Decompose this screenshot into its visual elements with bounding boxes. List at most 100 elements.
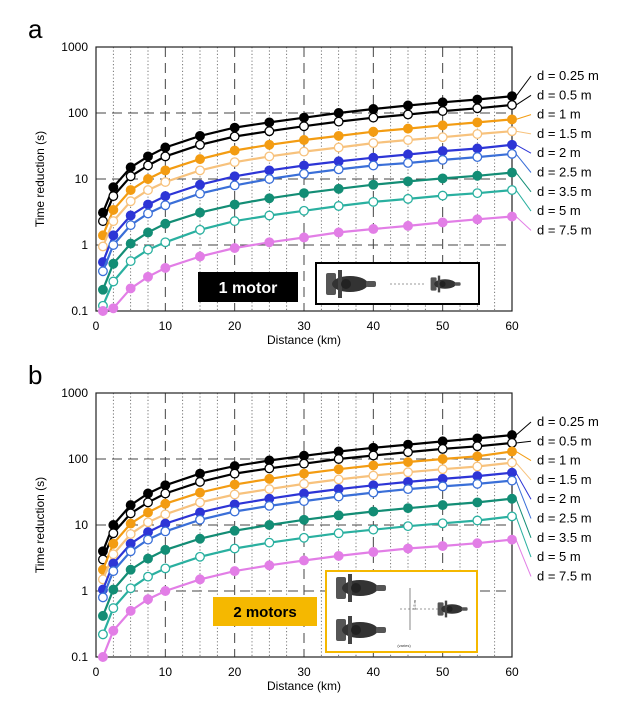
chart-panel-b: b 0.1 1 10 100 1000 0 10 20 30 40 50 60 Distance (km)… [28, 360, 599, 693]
data-point [507, 185, 517, 196]
data-point [143, 199, 153, 210]
data-point [108, 258, 119, 269]
data-point [229, 145, 240, 156]
motorcycle-wheel [326, 273, 336, 295]
data-point [143, 507, 153, 518]
data-point [403, 503, 413, 514]
data-point [437, 97, 448, 108]
motorcycle-icon [437, 600, 468, 618]
data-point [97, 610, 108, 621]
motorcycle-rear [454, 282, 461, 286]
x-tick-label: 10 [159, 665, 173, 679]
motorcycle-rider [351, 583, 361, 593]
x-axis-title: Distance (km) [267, 679, 341, 693]
data-point [160, 563, 171, 574]
data-point [108, 603, 119, 614]
legend-leader-line [515, 153, 532, 173]
data-point [403, 484, 413, 495]
data-point [97, 629, 108, 640]
data-point [403, 193, 413, 204]
y-tick-label: 1 [81, 238, 88, 252]
data-point [403, 467, 413, 478]
legend-label: d = 1.5 m [537, 472, 592, 487]
data-point [229, 243, 240, 253]
x-tick-label: 20 [228, 665, 242, 679]
data-point [472, 451, 483, 462]
data-point [143, 517, 153, 528]
legend-leader-line [515, 440, 532, 444]
series-d-2.5-m: d = 2.5 m [97, 148, 592, 277]
data-point [368, 524, 379, 535]
data-point [264, 126, 275, 137]
data-point [333, 108, 344, 118]
legend-label: d = 0.5 m [537, 433, 592, 448]
data-point [143, 160, 153, 171]
data-point [125, 518, 136, 529]
data-point [264, 463, 275, 474]
data-point [143, 174, 153, 184]
data-point [125, 256, 136, 267]
data-point [97, 306, 108, 316]
data-point [299, 478, 309, 489]
series-d-5-m: d = 5 m [97, 511, 581, 640]
data-point [108, 520, 119, 530]
data-point [368, 196, 379, 207]
data-point [299, 458, 309, 469]
data-point [507, 114, 517, 125]
data-point [472, 441, 483, 452]
data-point [403, 123, 413, 134]
data-point [437, 132, 448, 143]
series-d-7.5-m: d = 7.5 m [97, 211, 592, 316]
data-point [299, 532, 309, 543]
legend-label: d = 0.25 m [537, 68, 599, 83]
x-tick-label: 30 [297, 665, 311, 679]
data-point [507, 100, 517, 110]
data-point [472, 170, 483, 181]
series-d-3.5-m: d = 3.5 m [97, 493, 592, 621]
data-point [472, 94, 483, 105]
motorcycle-handlebar [338, 270, 342, 298]
series-d-0.25-m: d = 0.25 m [97, 68, 599, 218]
data-point [195, 551, 205, 562]
data-point [368, 470, 379, 481]
legend-label: d = 7.5 m [537, 568, 592, 583]
data-point [108, 625, 119, 636]
data-point [160, 237, 171, 248]
data-point [125, 583, 136, 594]
data-point [125, 162, 136, 173]
y-tick-label: 100 [68, 452, 88, 466]
data-point [472, 478, 483, 489]
data-point [195, 139, 205, 150]
motorcycle-handlebar [437, 275, 441, 293]
data-point [368, 104, 379, 114]
motorcycle-wheel [336, 619, 346, 641]
y-tick-label: 10 [75, 518, 89, 532]
data-point [195, 468, 205, 479]
data-point [437, 541, 448, 551]
data-point [108, 528, 119, 539]
y-tick-label: 0.1 [71, 304, 88, 318]
data-point [299, 168, 309, 179]
inset-label-box [213, 597, 317, 626]
legend-leader-line [515, 451, 532, 462]
data-point [143, 594, 153, 605]
data-point [368, 224, 379, 234]
legend-label: d = 2.5 m [537, 511, 592, 526]
data-point [143, 227, 153, 238]
data-point [108, 191, 119, 202]
data-point [160, 544, 171, 555]
data-point [108, 549, 119, 560]
legend-label: d = 3.5 m [537, 184, 592, 199]
data-point [143, 553, 153, 564]
data-point [403, 158, 413, 168]
inset: 1 motor [198, 262, 480, 305]
data-point [195, 165, 205, 176]
legend-leader-line [515, 130, 532, 135]
data-point [160, 142, 171, 153]
legend-leader-line [515, 144, 532, 154]
series-d-1.5-m: d = 1.5 m [97, 126, 592, 252]
legend-label: d = 5 m [537, 203, 581, 218]
data-point [195, 179, 205, 190]
data-point [160, 165, 171, 176]
motorcycle-rear [376, 585, 386, 591]
